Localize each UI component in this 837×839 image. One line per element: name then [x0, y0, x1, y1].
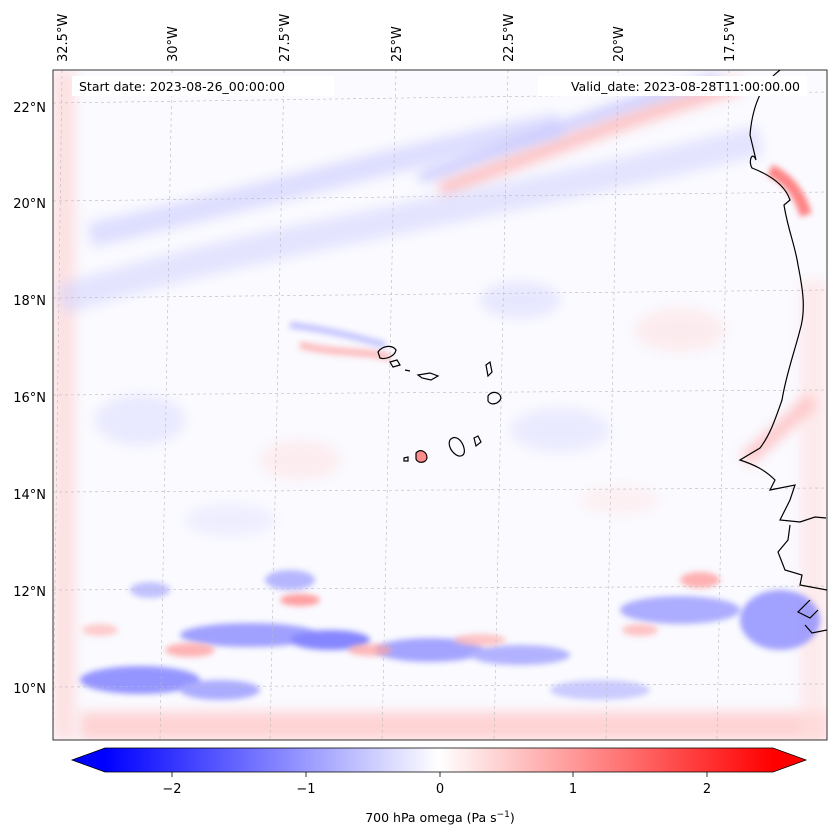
island-boa-vista [487, 391, 502, 405]
island-sao-vicente [389, 359, 401, 368]
island-fogo [415, 450, 428, 463]
island-brava [403, 456, 409, 462]
omega-streak-band-blue [55, 125, 764, 315]
lat-label-12n: 12°N [13, 585, 46, 600]
colorbar-tick-neg1: −1 [296, 782, 315, 797]
gridline-lon-30w [159, 70, 173, 740]
lat-label-18n: 18°N [13, 294, 46, 309]
gridline-lon-25w [381, 70, 397, 740]
gridline-lon-32-5w [53, 70, 63, 740]
lon-label-27-5w: 27.5°W [278, 14, 293, 62]
island-sal [485, 360, 493, 378]
colorbar-gradient [105, 748, 773, 772]
omega-southern-convection [80, 570, 820, 700]
lat-label-14n: 14°N [13, 488, 46, 503]
colorbar-tick-2: 2 [703, 782, 711, 797]
island-sao-nicolau [416, 372, 440, 381]
colorbar-high-extend [773, 748, 806, 772]
map-panel: Start date: 2023-08-26_00:00:00 Valid_da… [52, 69, 828, 741]
lat-label-22n: 22°N [13, 101, 46, 116]
map-frame [52, 69, 828, 741]
omega-islands-wake-red [299, 341, 392, 362]
colorbar-outline [70, 747, 808, 773]
colorbar-tick-1: 1 [569, 782, 577, 797]
omega-streak-mid-blue [87, 113, 563, 247]
island-maio [473, 435, 482, 448]
lat-label-10n: 10°N [13, 682, 46, 697]
lon-label-22-5w: 22.5°W [502, 14, 517, 62]
lat-label-16n: 16°N [13, 391, 46, 406]
lon-label-20w: 20°W [612, 26, 627, 62]
colorbar-low-extend [72, 748, 105, 772]
omega-mid-patches [95, 282, 725, 536]
lon-label-30w: 30°W [166, 26, 181, 62]
omega-band-west [53, 70, 75, 740]
island-santa-luzia [404, 369, 411, 372]
latitude-labels: 22°N 20°N 18°N 16°N 14°N 12°N 10°N [13, 101, 46, 697]
island-santiago [448, 436, 465, 457]
gridline-lon-22-5w [493, 70, 509, 740]
graticule [53, 70, 827, 740]
colorbar: −2 −1 0 1 2 700 hPa omega (Pa s−1) [70, 747, 808, 825]
omega-islands-wake-blue [289, 321, 386, 349]
longitude-labels: 32.5°W 30°W 27.5°W 25°W 22.5°W 20°W 17.5… [56, 14, 738, 62]
gridline-lon-27-5w [269, 70, 285, 740]
island-santo-antao [377, 345, 397, 360]
omega-band-south [80, 712, 827, 740]
gridline-lon-20w [605, 70, 619, 740]
colorbar-tick-neg2: −2 [162, 782, 181, 797]
omega-streak-coast-red [767, 164, 812, 217]
lat-label-20n: 20°N [13, 197, 46, 212]
lon-label-17-5w: 17.5°W [723, 14, 738, 62]
lon-label-32-5w: 32.5°W [56, 14, 71, 62]
valid-date-annotation: Valid_date: 2023-08-28T11:00:00.00 [538, 76, 807, 96]
colorbar-tick-labels: −2 −1 0 1 2 [162, 782, 711, 797]
colorbar-ticks [171, 772, 708, 777]
valid-date-text: Valid_date: 2023-08-28T11:00:00.00 [571, 79, 800, 94]
omega-band-east [800, 280, 827, 740]
gridline-lon-17-5w [716, 70, 730, 740]
colorbar-title: 700 hPa omega (Pa s−1) [365, 810, 515, 825]
coastlines [377, 70, 827, 634]
colorbar-tick-0: 0 [436, 782, 444, 797]
lon-label-25w: 25°W [390, 26, 405, 62]
omega-southern-sinking [82, 572, 720, 657]
omega-streak-shore-red [740, 394, 817, 466]
start-date-annotation: Start date: 2023-08-26_00:00:00 [72, 76, 334, 96]
cape-verde-islands [377, 345, 502, 463]
omega-streak-north-red [437, 77, 743, 198]
start-date-text: Start date: 2023-08-26_00:00:00 [79, 79, 285, 94]
africa-coastline [738, 70, 827, 634]
